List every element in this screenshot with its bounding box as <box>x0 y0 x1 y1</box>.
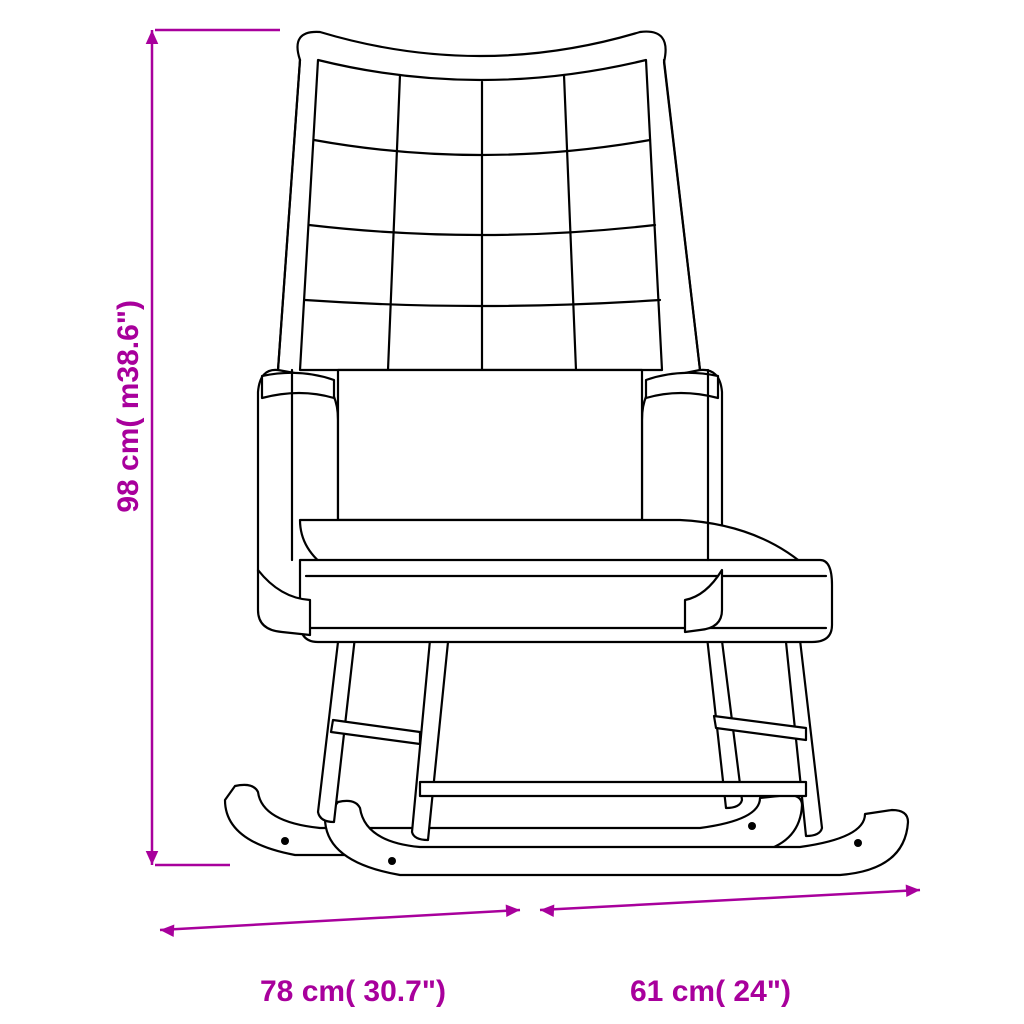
height-label: 98 cm( m38.6") <box>112 300 146 513</box>
width-label: 61 cm( 24") <box>630 975 791 1009</box>
diagram-canvas <box>0 0 1024 1024</box>
depth-label: 78 cm( 30.7") <box>260 975 446 1009</box>
